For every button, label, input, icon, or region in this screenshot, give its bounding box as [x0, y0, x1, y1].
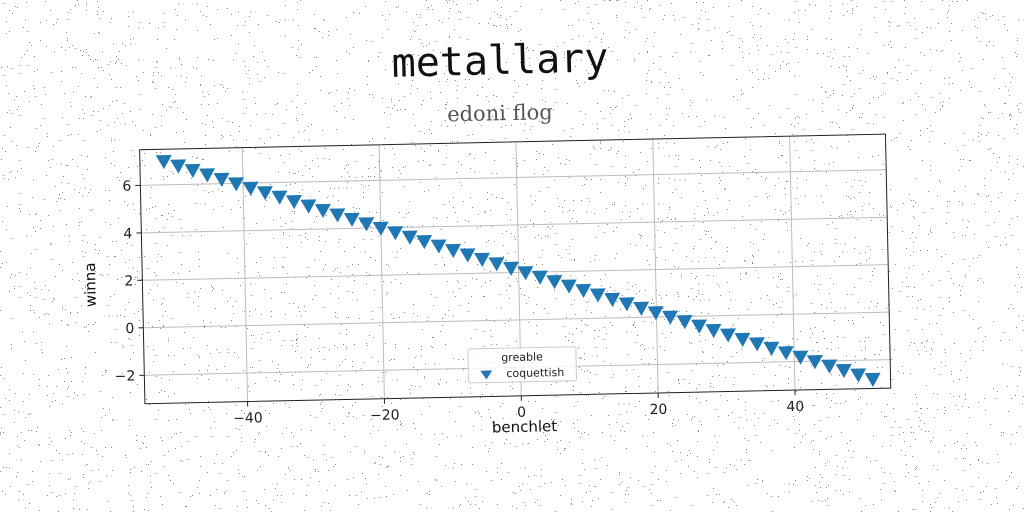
data-point: [720, 328, 736, 342]
data-point: [561, 279, 577, 293]
data-point: [488, 257, 504, 271]
y-tick-label: 4: [123, 226, 132, 242]
data-point: [300, 199, 316, 213]
grid-line-y: [143, 312, 889, 328]
data-point: [850, 368, 866, 382]
data-point: [778, 346, 794, 360]
data-point: [185, 164, 201, 178]
y-tick-label: 0: [125, 321, 134, 337]
x-tick-label: 40: [786, 399, 804, 415]
data-point: [315, 204, 331, 218]
grid-line-x: [653, 139, 658, 393]
data-point: [271, 191, 287, 205]
y-axis-ticks: −2 0 2 4 6: [111, 178, 145, 384]
grid-line-x: [379, 145, 384, 399]
x-tick-label: −20: [370, 407, 400, 424]
data-point: [257, 186, 273, 200]
grid-line-y: [141, 217, 887, 233]
data-point: [358, 217, 374, 231]
y-tick-label: 2: [124, 273, 133, 289]
data-point: [821, 359, 837, 373]
data-point: [691, 319, 707, 333]
y-axis-label: winna: [81, 262, 100, 307]
data-point: [749, 337, 765, 351]
data-point: [734, 333, 750, 347]
y-tick-label: 6: [122, 179, 131, 195]
data-point: [575, 284, 591, 298]
data-point: [228, 177, 244, 191]
data-point: [214, 173, 230, 187]
y-tick-label: −2: [115, 368, 136, 384]
data-point: [402, 231, 418, 245]
data-point: [373, 222, 389, 236]
data-point: [416, 235, 432, 249]
data-point: [156, 155, 172, 169]
data-point: [836, 364, 852, 378]
data-point: [387, 226, 403, 240]
data-point: [344, 213, 360, 227]
x-axis-label: benchlet: [492, 417, 558, 436]
data-point: [705, 324, 721, 338]
chart-title: edoni flog: [447, 100, 553, 126]
legend-entry-coquettish: coquettish: [506, 366, 564, 380]
data-point: [532, 271, 548, 285]
data-point: [590, 288, 606, 302]
data-point: [807, 355, 823, 369]
data-point: [633, 302, 649, 316]
data-point: [445, 244, 461, 258]
data-point: [170, 159, 186, 173]
data-point: [546, 275, 562, 289]
x-tick-label: −40: [233, 410, 263, 427]
legend-title: greable: [501, 350, 543, 364]
data-point: [329, 208, 345, 222]
data-point: [648, 306, 664, 320]
data-point: [763, 342, 779, 356]
data-point: [242, 182, 258, 196]
x-tick-label: 20: [649, 402, 667, 418]
data-point: [503, 262, 519, 276]
legend: greable coquettish: [468, 347, 577, 383]
data-point: [662, 311, 678, 325]
data-point: [517, 266, 533, 280]
data-point: [677, 315, 693, 329]
data-point: [604, 293, 620, 307]
data-point: [474, 253, 490, 267]
data-point: [865, 373, 881, 387]
data-point: [199, 168, 215, 182]
data-point: [286, 195, 302, 209]
data-point: [431, 239, 447, 253]
data-point: [460, 248, 476, 262]
data-point: [619, 297, 635, 311]
